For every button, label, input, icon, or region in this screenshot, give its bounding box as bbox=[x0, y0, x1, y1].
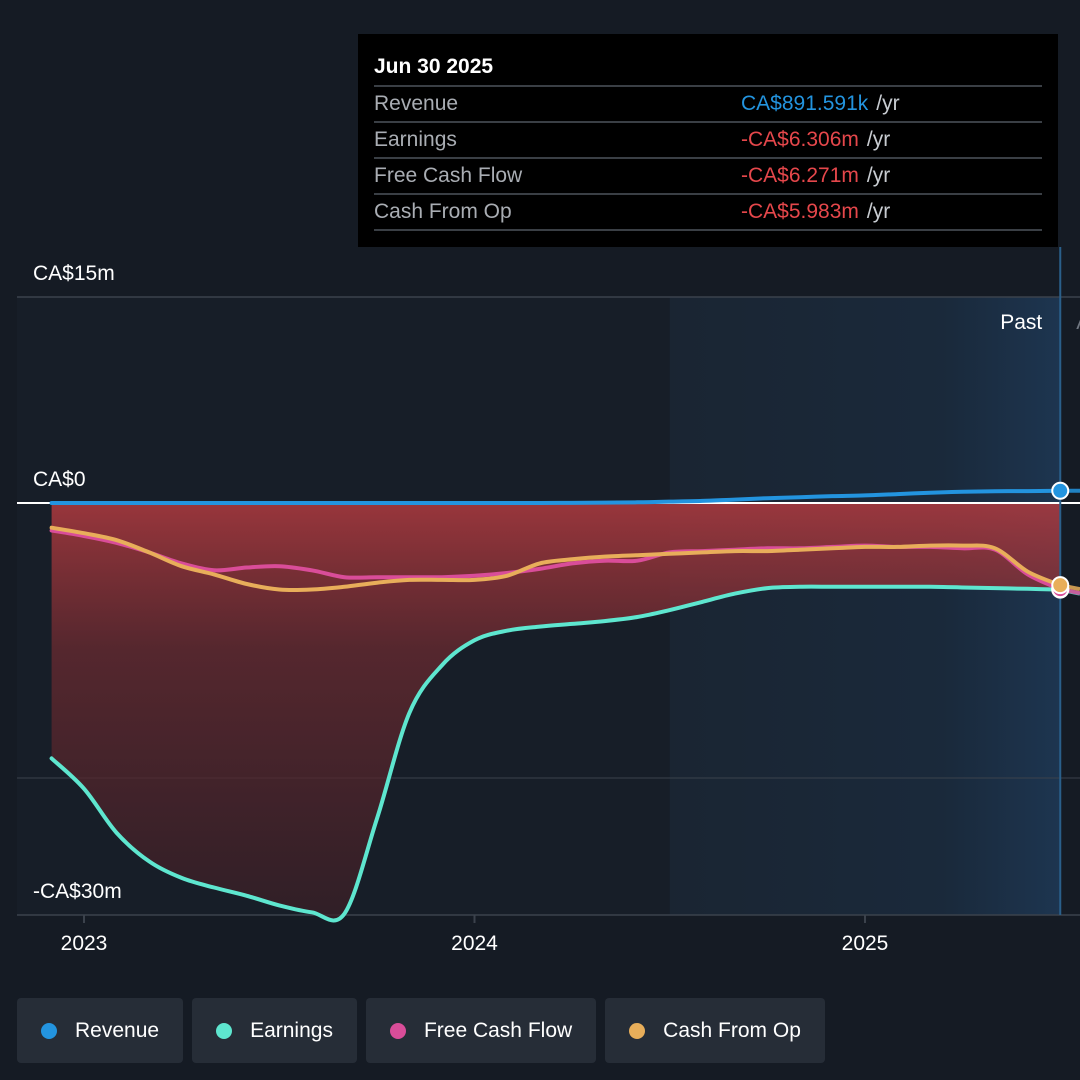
tooltip-row-cash-from-op: Cash From Op -CA$5.983m /yr bbox=[374, 193, 1042, 231]
tooltip-unit: /yr bbox=[876, 92, 900, 115]
legend: Revenue Earnings Free Cash Flow Cash Fro… bbox=[17, 998, 825, 1063]
legend-item-earnings[interactable]: Earnings bbox=[192, 998, 357, 1063]
tooltip-unit: /yr bbox=[866, 164, 891, 187]
x-tick-label: 2023 bbox=[61, 932, 108, 955]
legend-dot-icon bbox=[629, 1022, 646, 1039]
highlight-band bbox=[669, 297, 1061, 915]
x-tick-label: 2024 bbox=[451, 932, 498, 955]
past-label: Past bbox=[1000, 311, 1042, 334]
series-line-cash-from-op bbox=[49, 525, 1063, 593]
legend-dot-icon bbox=[41, 1022, 57, 1039]
legend-label: Cash From Op bbox=[663, 1018, 801, 1042]
series-line-revenue bbox=[49, 488, 1063, 505]
tooltip-unit: /yr bbox=[866, 128, 891, 151]
tooltip-value: -CA$6.271m bbox=[741, 164, 859, 187]
marker-revenue bbox=[1051, 481, 1070, 500]
tooltip-row-free-cash-flow: Free Cash Flow -CA$6.271m /yr bbox=[374, 157, 1042, 193]
future-label-cut: A bbox=[1076, 311, 1080, 334]
legend-item-cash-from-op[interactable]: Cash From Op bbox=[605, 998, 825, 1063]
legend-item-revenue[interactable]: Revenue bbox=[17, 998, 184, 1063]
legend-label: Revenue bbox=[75, 1018, 160, 1042]
y-tick-label: CA$0 bbox=[33, 468, 86, 491]
x-tick-label: 2025 bbox=[842, 932, 889, 955]
tooltip-name: Revenue bbox=[374, 92, 459, 115]
tooltip-value: CA$891.591k bbox=[741, 92, 869, 115]
marker-cash-from-op bbox=[1051, 576, 1070, 595]
legend-item-free-cash-flow[interactable]: Free Cash Flow bbox=[365, 998, 597, 1063]
tooltip: Jun 30 2025 Revenue CA$891.591k /yr Earn… bbox=[358, 34, 1058, 247]
tooltip-name: Free Cash Flow bbox=[374, 164, 523, 187]
tooltip-value: -CA$5.983m bbox=[741, 200, 859, 223]
tooltip-row-earnings: Earnings -CA$6.306m /yr bbox=[374, 121, 1042, 157]
series-line-earnings bbox=[49, 584, 1063, 923]
y-tick-label: -CA$30m bbox=[33, 880, 122, 903]
tooltip-unit: /yr bbox=[866, 200, 891, 223]
legend-label: Free Cash Flow bbox=[423, 1018, 573, 1042]
legend-label: Earnings bbox=[250, 1018, 333, 1042]
tooltip-name: Earnings bbox=[374, 128, 457, 151]
tooltip-row-revenue: Revenue CA$891.591k /yr bbox=[374, 85, 1042, 121]
y-tick-label: CA$15m bbox=[33, 262, 115, 285]
tooltip-value: -CA$6.306m bbox=[741, 128, 859, 151]
tooltip-name: Cash From Op bbox=[374, 200, 512, 223]
legend-dot-icon bbox=[216, 1022, 233, 1039]
earnings-area bbox=[51, 503, 1061, 921]
legend-dot-icon bbox=[389, 1022, 406, 1039]
tooltip-date: Jun 30 2025 bbox=[374, 55, 494, 78]
